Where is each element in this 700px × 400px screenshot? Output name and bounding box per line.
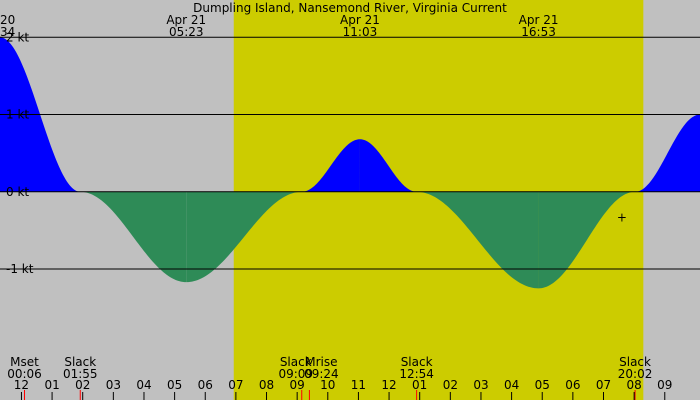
- extrema-time: 05:23: [169, 25, 204, 39]
- x-tick-label: 08: [626, 378, 641, 392]
- event-time: 12:54: [399, 367, 434, 381]
- x-tick-label: 01: [44, 378, 59, 392]
- event-time: 09:24: [304, 367, 339, 381]
- x-tick-label: 11: [351, 378, 366, 392]
- x-tick-label: 12: [381, 378, 396, 392]
- extrema-date: Apr 21: [519, 13, 559, 27]
- x-tick-label: 03: [473, 378, 488, 392]
- x-tick-label: 07: [596, 378, 611, 392]
- x-tick-label: 02: [75, 378, 90, 392]
- flood-area: [301, 139, 360, 192]
- ebb-area: [538, 191, 636, 289]
- event-name: Mrise: [305, 355, 337, 369]
- event-time: 00:06: [7, 367, 42, 381]
- x-tick-label: 03: [106, 378, 121, 392]
- event-name: Slack: [401, 355, 433, 369]
- extrema-date: Apr 21: [340, 13, 380, 27]
- extrema-time: 16:53: [521, 25, 556, 39]
- event-name: Slack: [64, 355, 96, 369]
- flood-area: [359, 139, 417, 192]
- extrema-time: 34: [0, 25, 15, 39]
- y-tick-label: -1 kt: [6, 262, 34, 276]
- ebb-area: [80, 191, 187, 283]
- x-tick-label: 06: [565, 378, 580, 392]
- chart-title: Dumpling Island, Nansemond River, Virgin…: [193, 1, 507, 15]
- x-tick-label: 12: [14, 378, 29, 392]
- extrema-date: 20: [0, 13, 15, 27]
- event-time: 20:02: [618, 367, 653, 381]
- x-tick-label: 04: [136, 378, 151, 392]
- x-tick-label: 07: [228, 378, 243, 392]
- event-time: 01:55: [63, 367, 98, 381]
- flood-area: [635, 114, 700, 192]
- x-tick-label: 05: [167, 378, 182, 392]
- x-tick-label: 05: [535, 378, 550, 392]
- x-tick-label: 10: [320, 378, 335, 392]
- x-tick-label: 08: [259, 378, 274, 392]
- ebb-area: [416, 191, 539, 289]
- x-tick-label: 04: [504, 378, 519, 392]
- y-tick-label: 1 kt: [6, 108, 29, 122]
- event-name: Mset: [10, 355, 39, 369]
- x-tick-label: 09: [657, 378, 672, 392]
- event-time: 09:09: [278, 367, 313, 381]
- x-tick-label: 01: [412, 378, 427, 392]
- y-axis-labels: 2 kt 1 kt 0 kt -1 kt: [6, 30, 34, 276]
- extrema-time: 11:03: [343, 25, 378, 39]
- y-tick-label: 0 kt: [6, 185, 29, 199]
- current-marker: +: [617, 210, 627, 224]
- x-axis-ticks: 1112010203040506070809101112010203040506…: [14, 378, 672, 400]
- extrema-date: Apr 21: [166, 13, 206, 27]
- grid-lines: [0, 36, 700, 270]
- event-labels: Mset00:06Slack01:55Slack09:09Mrise09:24S…: [7, 355, 652, 400]
- ebb-area: [186, 191, 302, 283]
- x-tick-label: 06: [198, 378, 213, 392]
- y-tick-label: 2 kt: [6, 30, 29, 44]
- event-name: Slack: [280, 355, 312, 369]
- x-tick-label: 02: [443, 378, 458, 392]
- x-tick-label: 09: [290, 378, 305, 392]
- event-name: Slack: [619, 355, 651, 369]
